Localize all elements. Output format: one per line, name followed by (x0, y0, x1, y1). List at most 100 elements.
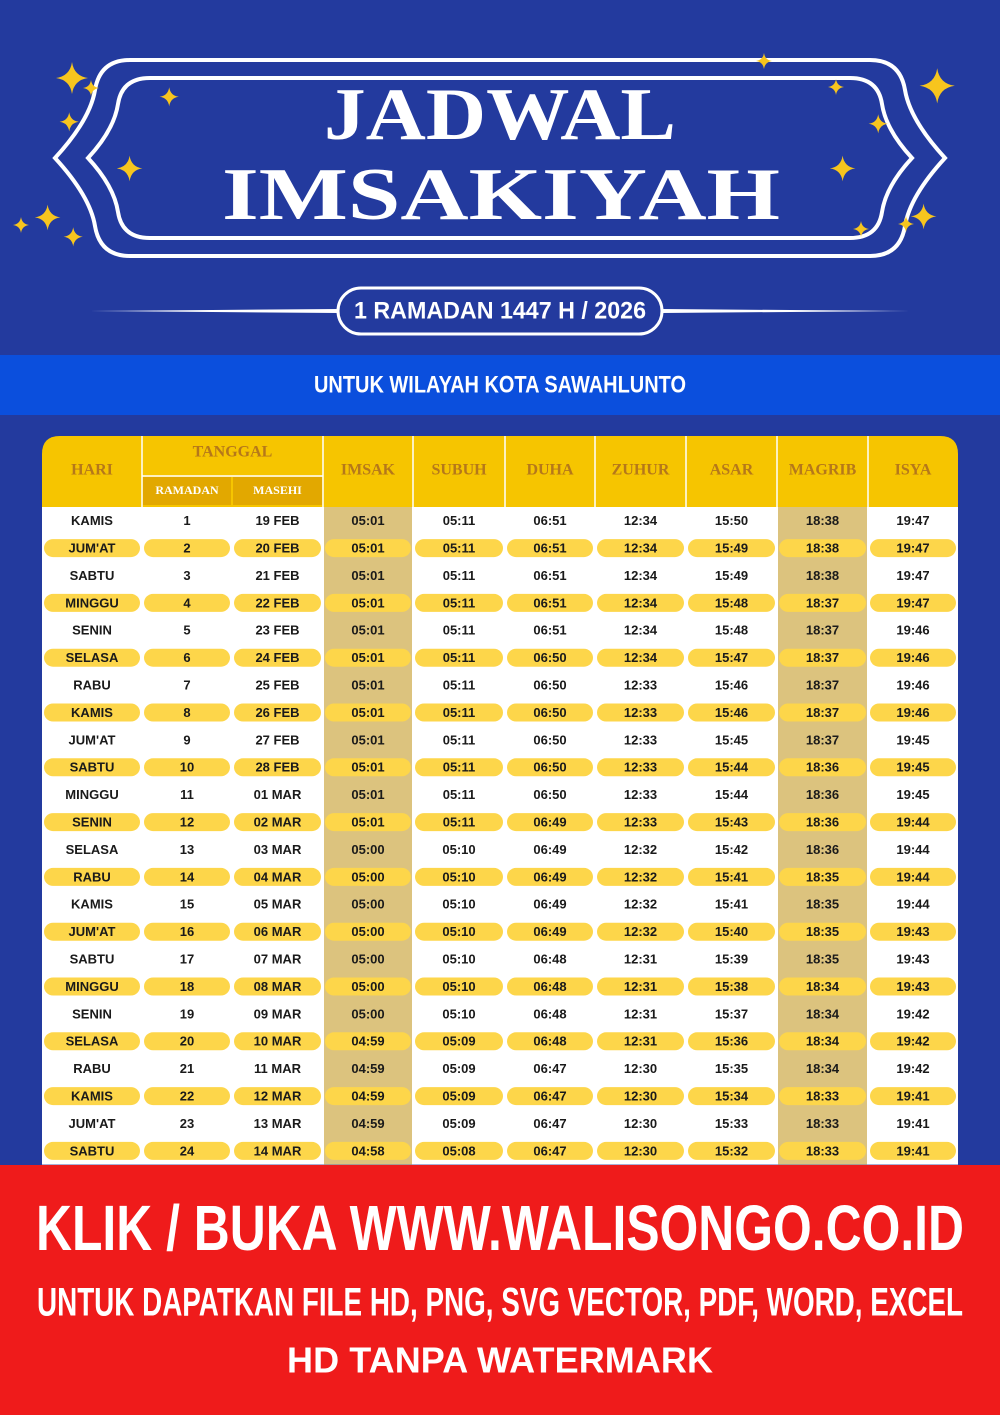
cell: 05:10 (442, 1006, 475, 1021)
row-band (44, 1032, 140, 1051)
cell: 24 FEB (255, 650, 299, 665)
highlight-column (778, 507, 867, 1165)
cell: 12:30 (624, 1116, 657, 1131)
cell: 12:32 (624, 897, 657, 912)
cell: 12:34 (624, 650, 658, 665)
cell: 23 FEB (255, 623, 299, 638)
cell: 19:44 (896, 815, 930, 830)
cell: 15:35 (715, 1061, 748, 1076)
cell: 12:33 (624, 705, 657, 720)
cell: 19:45 (896, 732, 929, 747)
cell: 10 MAR (254, 1034, 302, 1049)
row-band (507, 977, 593, 996)
cell: 13 (180, 842, 194, 857)
banner-line2: UNTUK DAPATKAN FILE HD, PNG, SVG VECTOR,… (37, 1281, 963, 1325)
row-band (507, 1141, 593, 1160)
row-band (415, 977, 503, 996)
row-band (234, 648, 321, 667)
cell: 15:41 (715, 869, 748, 884)
row-band (325, 1032, 411, 1051)
cell: 12:31 (624, 979, 657, 994)
row-band (144, 1141, 230, 1160)
cell: 1 (183, 513, 190, 528)
row-band (415, 703, 503, 722)
row-band (325, 539, 411, 558)
row-band (507, 1032, 593, 1051)
row-band (144, 593, 230, 612)
cell: 05:11 (443, 815, 476, 830)
cell: 9 (183, 732, 190, 747)
cell: 19:47 (896, 595, 929, 610)
row-band (144, 813, 230, 832)
row-band (144, 977, 230, 996)
cell: SELASA (66, 842, 119, 857)
cell: 19:45 (896, 787, 929, 802)
cell: 06:50 (533, 678, 566, 693)
row-band (507, 758, 593, 777)
row-band (325, 648, 411, 667)
cell: KAMIS (71, 897, 113, 912)
subcolumn-header: RAMADAN (155, 483, 219, 497)
cell: 05:11 (443, 705, 476, 720)
cell: 06:50 (533, 732, 566, 747)
cell: 05:09 (442, 1061, 475, 1076)
cell: 19:44 (896, 869, 930, 884)
cell: 05:09 (442, 1116, 475, 1131)
row-band (507, 922, 593, 941)
row-band (779, 1087, 866, 1106)
cell: 05:01 (351, 513, 384, 528)
cell: 19 (180, 1006, 194, 1021)
cell: 15:48 (715, 623, 748, 638)
cell: 18:34 (806, 1006, 840, 1021)
cell: 05:01 (351, 623, 384, 638)
cell: 19:42 (896, 1034, 929, 1049)
cell: SENIN (72, 815, 112, 830)
subcolumn-header: MASEHI (253, 483, 302, 497)
cell: 07 MAR (254, 952, 302, 967)
cell: 05:09 (442, 1034, 475, 1049)
cell: 12:34 (624, 595, 658, 610)
cell: 05 MAR (254, 897, 302, 912)
cell: 05:11 (443, 513, 476, 528)
region: UNTUK WILAYAH KOTA SAWAHLUNTO (314, 371, 686, 398)
row-band (688, 648, 775, 667)
row-band (325, 1087, 411, 1106)
row-band (779, 593, 866, 612)
cell: 12:30 (624, 1061, 657, 1076)
row-band (415, 593, 503, 612)
cell: 04 MAR (254, 869, 302, 884)
cell: 19:46 (896, 678, 929, 693)
cell: 05:01 (351, 541, 384, 556)
cell: 18:37 (806, 678, 839, 693)
cell: 05:11 (443, 787, 476, 802)
row-band (144, 1032, 230, 1051)
cell: 12:33 (624, 732, 657, 747)
cell: 16 (180, 924, 194, 939)
cell: 12:32 (624, 869, 657, 884)
row-band (597, 977, 684, 996)
cell: 06:51 (533, 513, 566, 528)
row-band (870, 703, 956, 722)
row-band (688, 1141, 775, 1160)
cell: MINGGU (65, 787, 118, 802)
row-band (597, 1141, 684, 1160)
cell: 15:49 (715, 568, 748, 583)
cell: 04:59 (351, 1089, 384, 1104)
row-band (325, 758, 411, 777)
cell: 04:58 (351, 1143, 384, 1158)
row-band (44, 922, 140, 941)
cell: 06:50 (533, 705, 566, 720)
cell: 18:33 (806, 1089, 839, 1104)
cell: 18:35 (806, 897, 839, 912)
cell: 06:49 (533, 924, 566, 939)
cell: 15 (180, 897, 194, 912)
column-header: SUBUH (431, 462, 487, 479)
cell: 06:51 (533, 568, 566, 583)
cell: 02 MAR (254, 815, 302, 830)
title-line2: IMSAKIYAH (222, 154, 780, 236)
cell: 06:47 (533, 1116, 566, 1131)
cell: 18:33 (806, 1143, 839, 1158)
cell: 06:50 (533, 650, 566, 665)
row-band (779, 758, 866, 777)
row-band (870, 1141, 956, 1160)
